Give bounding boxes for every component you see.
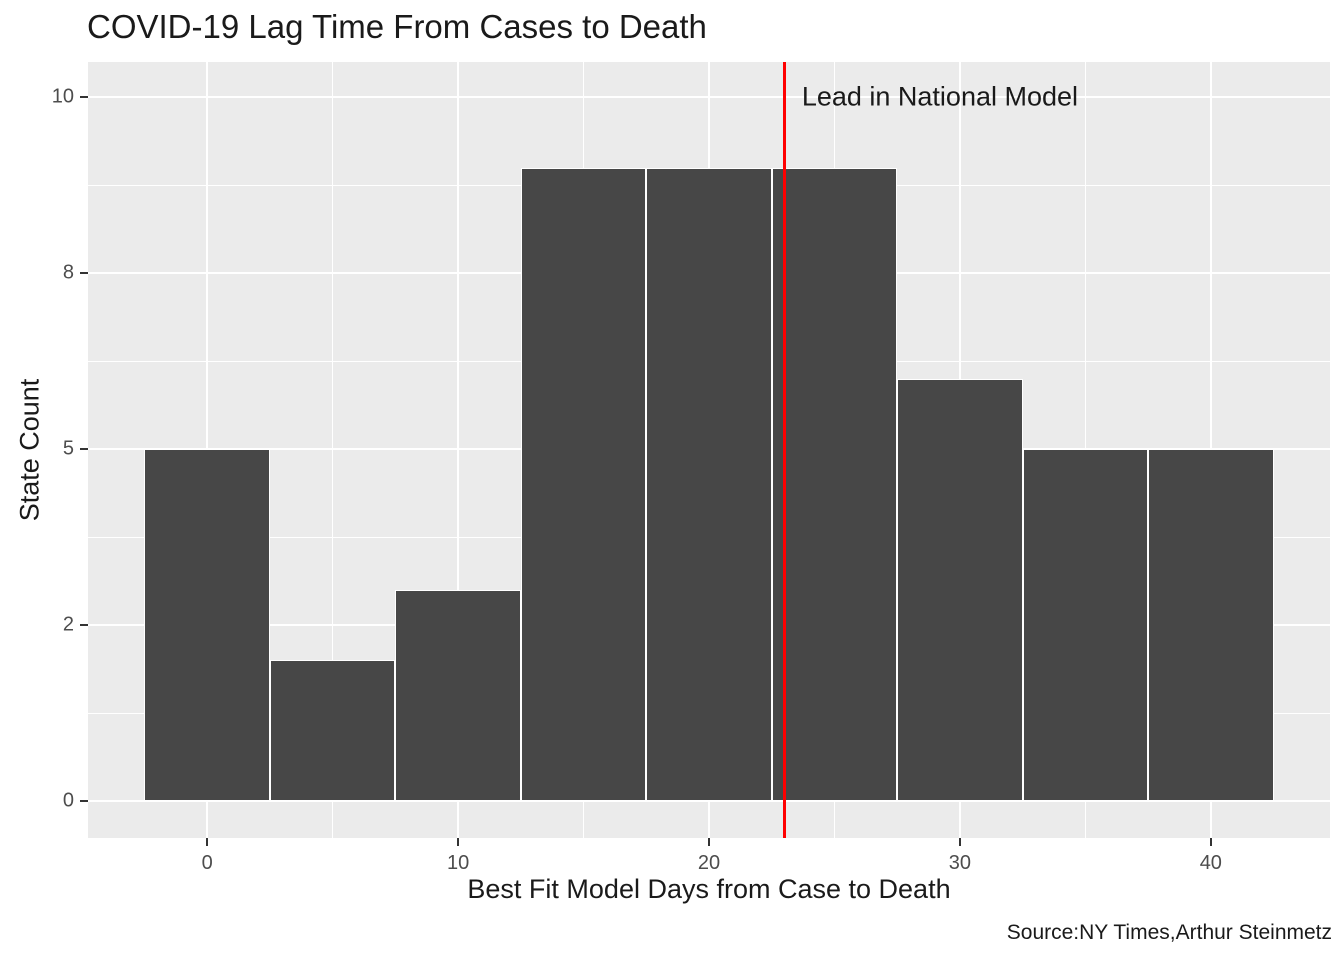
histogram-bar xyxy=(897,378,1023,802)
x-tick-mark xyxy=(457,838,460,846)
x-tick-label: 30 xyxy=(948,852,972,874)
chart-title: COVID-19 Lag Time From Cases to Death xyxy=(87,8,707,45)
national-model-vline xyxy=(782,62,786,838)
x-tick-label: 10 xyxy=(446,852,470,874)
x-tick-label: 40 xyxy=(1199,852,1222,874)
histogram-bar xyxy=(1022,449,1149,802)
histogram-bar xyxy=(520,167,647,802)
x-tick-mark xyxy=(1209,838,1212,846)
histogram-bar xyxy=(395,589,521,802)
histogram-bar xyxy=(144,449,270,802)
source-caption: Source:NY Times,Arthur Steinmetz xyxy=(1006,921,1332,944)
histogram-bar xyxy=(646,167,772,802)
y-tick-label: 8 xyxy=(62,261,74,284)
major-gridline-x xyxy=(457,62,460,838)
y-tick-mark xyxy=(80,96,88,99)
x-tick-mark xyxy=(958,838,961,846)
y-tick-mark xyxy=(80,448,88,451)
y-tick-mark xyxy=(80,800,88,803)
x-tick-mark xyxy=(206,838,209,846)
y-tick-mark xyxy=(80,624,88,627)
histogram-bar xyxy=(269,660,396,802)
y-tick-label: 0 xyxy=(62,789,74,812)
plot-panel: Lead in National Model xyxy=(88,62,1330,838)
x-tick-label: 20 xyxy=(697,852,721,874)
y-tick-label: 5 xyxy=(62,437,74,460)
vline-annotation: Lead in National Model xyxy=(801,81,1079,112)
y-axis-title: State Count xyxy=(14,378,45,522)
histogram-bar xyxy=(771,167,898,802)
y-tick-mark xyxy=(80,272,88,275)
x-tick-mark xyxy=(708,838,710,846)
y-tick-label: 10 xyxy=(51,85,74,108)
y-tick-label: 2 xyxy=(62,613,74,636)
histogram-bar xyxy=(1148,449,1274,802)
x-tick-label: 0 xyxy=(201,852,213,874)
x-axis-title: Best Fit Model Days from Case to Death xyxy=(467,874,951,904)
